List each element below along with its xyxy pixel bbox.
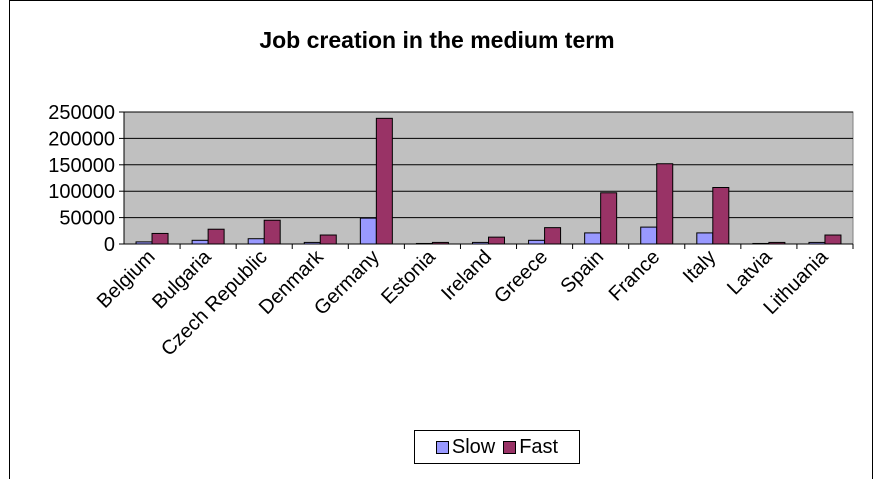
legend-label-fast: Fast	[519, 435, 559, 458]
y-tick-label: 100000	[48, 181, 115, 203]
x-tick-label: Italy	[679, 246, 720, 287]
legend-item-slow: Slow	[435, 435, 496, 459]
bar-slow	[808, 241, 826, 245]
x-tick-label: Spain	[556, 246, 608, 298]
bar-fast	[544, 227, 562, 245]
bar-fast	[712, 187, 730, 245]
bar-fast	[263, 219, 281, 245]
x-tick-label: Estonia	[377, 245, 440, 308]
y-tick-label: 200000	[48, 128, 115, 150]
bar-fast	[768, 241, 786, 245]
y-tick-label: 250000	[48, 102, 115, 124]
chart-frame	[9, 0, 873, 479]
chart-legend: Slow Fast	[414, 430, 580, 464]
bar-fast	[431, 241, 449, 245]
chart-title: Job creation in the medium term	[259, 27, 615, 53]
bar-fast	[207, 228, 225, 245]
bar-fast	[488, 236, 505, 245]
bar-slow	[752, 242, 770, 245]
legend-label-slow: Slow	[451, 435, 496, 458]
x-tick-label: France	[605, 246, 665, 306]
y-tick-label: 150000	[48, 155, 115, 177]
x-tick-label: Greece	[490, 246, 552, 308]
legend-swatch-fast	[503, 440, 517, 454]
y-tick-label: 50000	[59, 208, 115, 230]
bar-fast	[151, 232, 169, 245]
bar-slow	[359, 217, 377, 245]
y-tick-label: 0	[104, 234, 115, 256]
bar-fast	[656, 163, 674, 245]
bar-slow	[640, 226, 658, 245]
bar-fast	[600, 192, 618, 245]
legend-item-fast: Fast	[503, 436, 558, 459]
bar-slow	[696, 232, 714, 245]
bar-slow	[303, 241, 321, 245]
plot-area	[123, 111, 854, 245]
x-tick-label: Latvia	[723, 245, 777, 299]
bar-fast	[375, 117, 393, 245]
bar-fast	[319, 234, 337, 245]
bar-slow	[584, 232, 602, 245]
bar-slow	[528, 239, 546, 245]
bar-slow	[247, 238, 265, 245]
x-tick-label: Ireland	[437, 246, 496, 305]
bar-slow	[135, 241, 153, 245]
bar-fast	[824, 234, 842, 245]
bar-slow	[191, 239, 209, 245]
bar-slow	[415, 242, 433, 245]
bar-slow	[472, 241, 489, 245]
legend-swatch-slow	[435, 440, 449, 454]
